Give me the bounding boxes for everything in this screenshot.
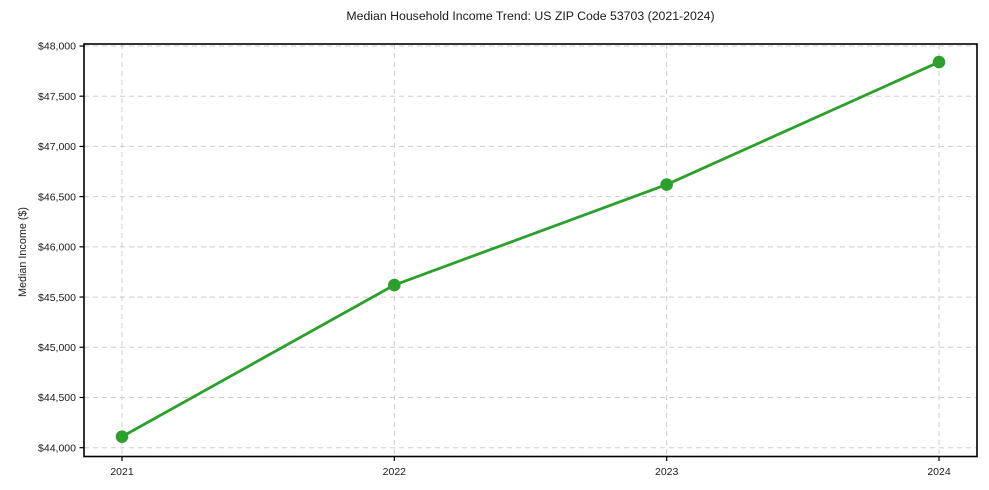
y-tick-label: $45,500 xyxy=(38,292,76,304)
data-line xyxy=(120,60,941,439)
y-tick-label: $45,000 xyxy=(38,342,76,354)
data-point-marker xyxy=(932,55,946,69)
y-tick-label: $46,000 xyxy=(38,242,76,254)
y-tick-label: $47,500 xyxy=(38,91,76,103)
data-point-marker xyxy=(115,430,129,443)
y-tick-label: $47,000 xyxy=(38,141,76,153)
data-point-marker xyxy=(660,178,673,191)
chart-title: Median Household Income Trend: US ZIP Co… xyxy=(346,9,715,23)
x-tick-label: 2024 xyxy=(927,466,951,478)
x-tick-label: 2021 xyxy=(110,466,134,478)
y-tick-label: $44,500 xyxy=(38,392,76,404)
y-tick-label: $46,500 xyxy=(38,191,76,203)
plot-border xyxy=(83,43,978,458)
x-tick-label: 2022 xyxy=(383,466,407,478)
y-tick-label: $48,000 xyxy=(38,41,76,53)
y-tick-label: $44,000 xyxy=(38,442,76,454)
data-point-marker xyxy=(388,278,401,292)
x-tick-label: 2023 xyxy=(655,466,679,478)
